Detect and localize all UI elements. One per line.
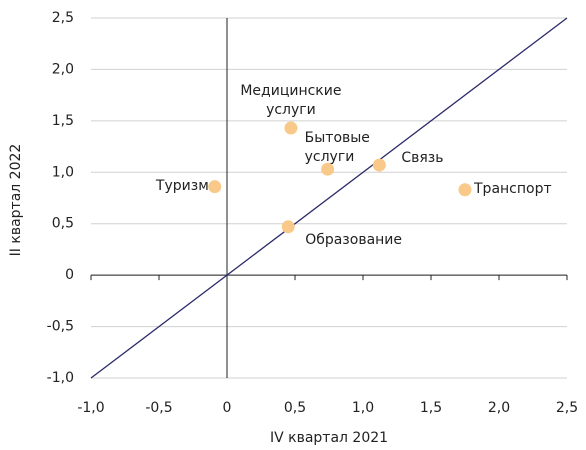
x-tick-label: 2,0 [488,400,510,416]
x-tick-label: -0,5 [145,400,172,416]
y-tick-label: -0,5 [47,319,74,335]
point-label: Связь [401,150,444,167]
point-label: Бытовые услуги [304,130,370,166]
point [284,121,298,135]
point [321,162,335,176]
x-axis-title: IV квартал 2021 [270,430,388,446]
x-tick-label: 0 [223,400,232,416]
point-label: Транспорт [474,180,552,197]
y-tick-label: -1,0 [47,370,74,386]
x-tick-label: 1,0 [352,400,374,416]
point [281,220,295,234]
point-label-box: Бытовые услуги [304,130,370,166]
y-tick-label: 2,5 [52,10,74,26]
y-tick-label: 2,0 [52,61,74,77]
point-label-box: Образование [305,231,403,248]
x-tick-label: 1,5 [420,400,442,416]
point-label-box: Медицинские услуги [240,83,342,119]
y-axis-title: II квартал 2022 [8,144,24,257]
x-tick-label: -1,0 [77,400,104,416]
x-tick-label: 2,5 [556,400,578,416]
y-tick-label: 0,5 [52,216,74,232]
point-label-box: Туризм [155,177,209,194]
point-label-box: Транспорт [474,180,552,197]
y-tick-label: 0 [65,267,74,283]
point-label-box: Связь [401,150,444,167]
y-tick-label: 1,5 [52,113,74,129]
reference-line [90,17,568,379]
point [208,180,222,194]
point-label: Образование [305,231,403,248]
y-tick-label: 1,0 [52,164,74,180]
point-label: Медицинские услуги [240,83,342,119]
point-label: Туризм [155,177,209,194]
point [372,158,386,172]
x-tick-label: 0,5 [284,400,306,416]
point [458,183,472,197]
